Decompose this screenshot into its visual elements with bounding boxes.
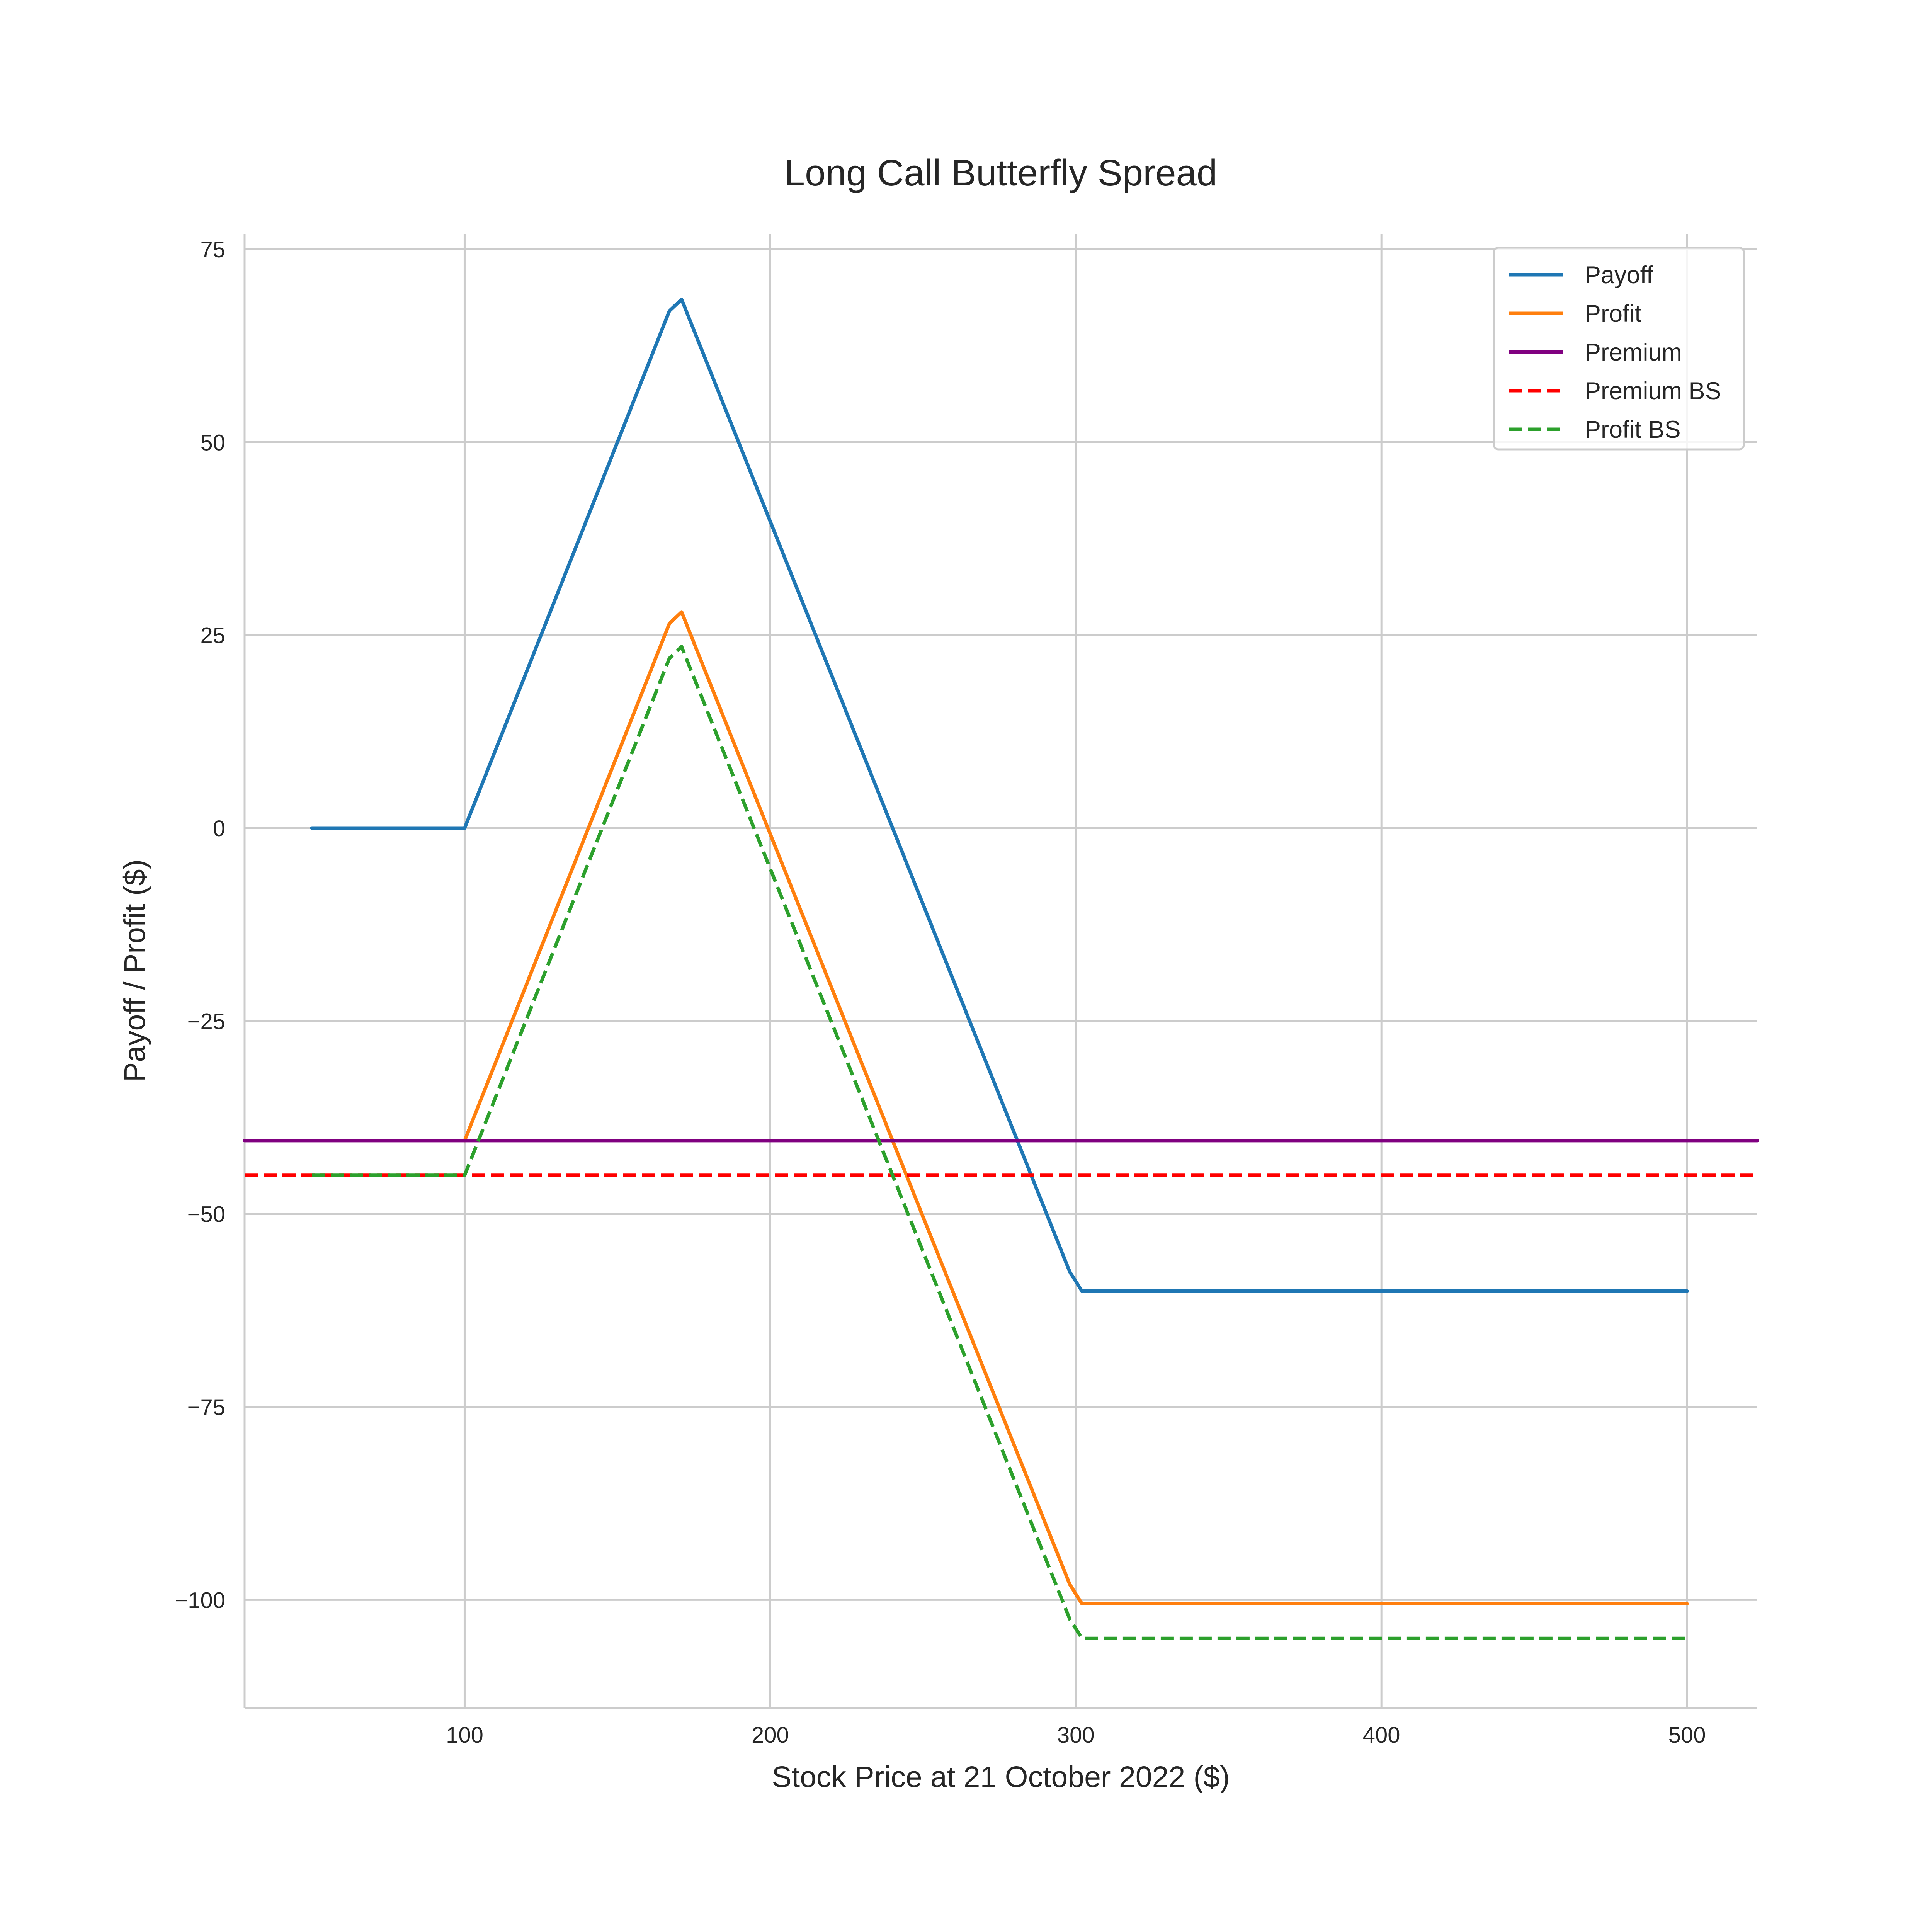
x-tick-label: 500 bbox=[1668, 1723, 1706, 1748]
series-lines bbox=[243, 298, 1759, 1640]
legend-label-profit: Profit bbox=[1585, 300, 1642, 327]
y-tick-label: −100 bbox=[175, 1588, 225, 1613]
y-tick-label: −25 bbox=[187, 1009, 225, 1034]
y-tick-label: 25 bbox=[200, 623, 225, 648]
gridlines bbox=[245, 234, 1757, 1708]
chart-title: Long Call Butterfly Spread bbox=[784, 152, 1218, 194]
y-tick-label: −75 bbox=[187, 1395, 225, 1420]
series-payoff-line bbox=[310, 298, 1689, 1293]
legend: Payoff Profit Premium Premium BS Profit BS bbox=[1493, 247, 1745, 451]
series-profit-line bbox=[463, 610, 1689, 1605]
y-tick-label: 75 bbox=[200, 237, 225, 262]
legend-items: Payoff Profit Premium Premium BS Profit BS bbox=[1509, 262, 1721, 443]
x-tick-label: 100 bbox=[446, 1723, 483, 1748]
y-tick-label: 50 bbox=[200, 430, 225, 455]
x-tick-label: 200 bbox=[752, 1723, 789, 1748]
axes-spines bbox=[243, 234, 1757, 1709]
x-tick-label: 400 bbox=[1363, 1723, 1400, 1748]
legend-label-profit-bs: Profit BS bbox=[1585, 416, 1681, 443]
x-tick-label: 300 bbox=[1057, 1723, 1095, 1748]
y-axis-label: Payoff / Profit ($) bbox=[118, 859, 151, 1082]
series-profit-bs-line bbox=[312, 645, 1687, 1640]
legend-label-payoff: Payoff bbox=[1585, 262, 1653, 289]
legend-frame bbox=[1493, 247, 1745, 451]
tick-labels: 100 200 300 400 500 75 50 25 0 −25 −50 −75 −100 bbox=[175, 237, 1706, 1748]
legend-label-premium: Premium bbox=[1585, 339, 1682, 366]
x-axis-label: Stock Price at 21 October 2022 ($) bbox=[772, 1760, 1230, 1794]
y-tick-label: 0 bbox=[213, 816, 225, 841]
legend-label-premium-bs: Premium BS bbox=[1585, 378, 1721, 405]
y-tick-label: −50 bbox=[187, 1202, 225, 1227]
